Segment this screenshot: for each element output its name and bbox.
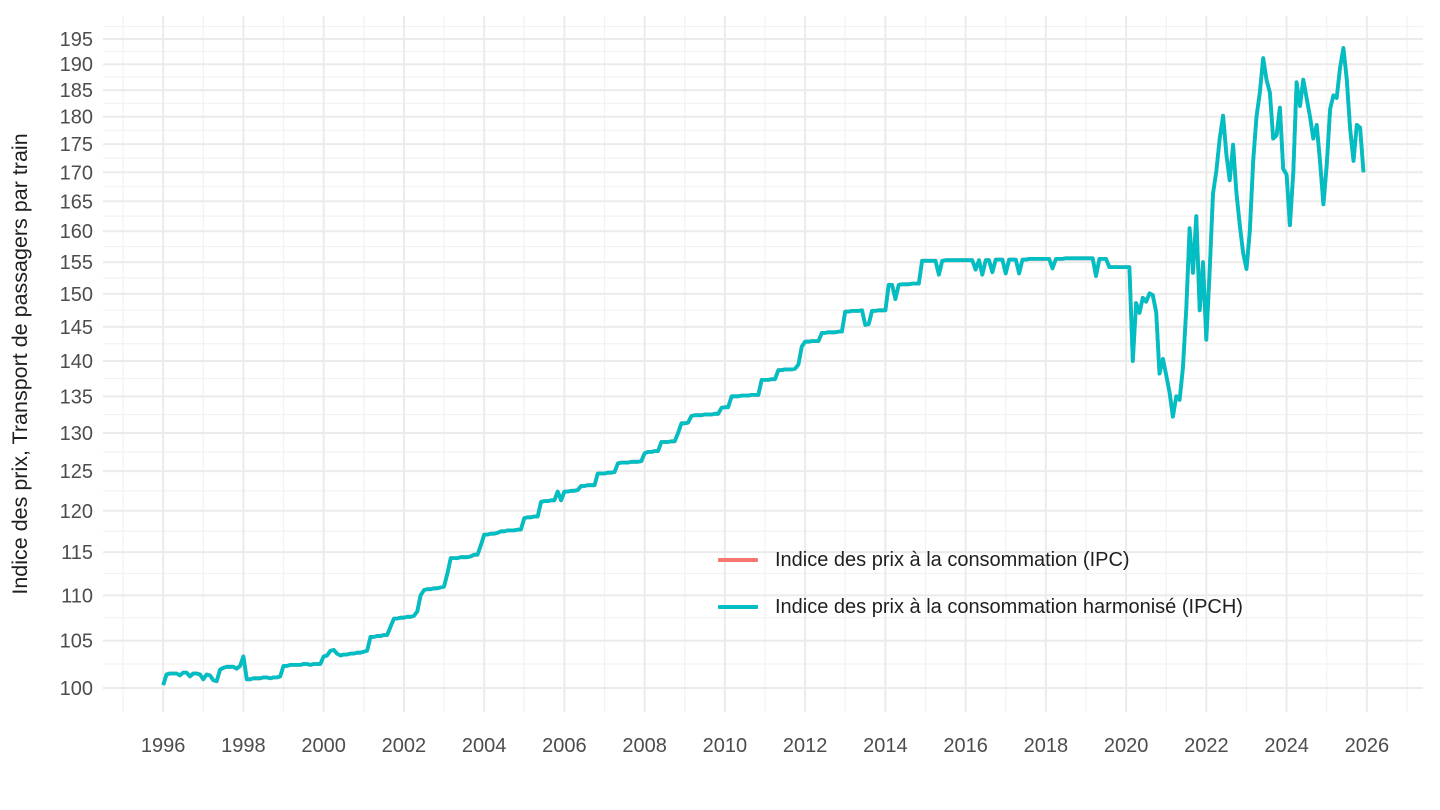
ipc-legend-key-line [718,558,758,562]
y-tick-label: 115 [61,542,93,564]
y-tick-label: 195 [60,29,93,51]
y-tick-label: 170 [60,162,93,184]
y-axis-title: Indice des prix, Transport de passagers … [8,133,32,594]
y-tick-label: 155 [60,252,93,274]
y-tick-label: 145 [60,317,93,339]
x-tick-labels: 1996 1998 2000 2002 2004 2006 2008 2010 2012 2014… [141,735,1389,757]
x-tick-label: 2006 [542,735,587,757]
y-tick-label: 110 [61,585,93,607]
ipch-line [161,46,1366,686]
y-tick-label: 105 [60,631,93,653]
x-tick-label: 2020 [1104,735,1149,757]
y-tick-label: 150 [60,284,93,306]
y-tick-label: 165 [60,191,93,213]
x-tick-label: 2004 [462,735,507,757]
x-tick-label: 2002 [382,735,427,757]
y-tick-label: 135 [60,386,93,408]
x-tick-label: 2008 [622,735,667,757]
y-tick-label: 175 [60,134,93,156]
y-tick-label: 160 [60,221,93,243]
x-tick-label: 2022 [1184,735,1229,757]
ipc-legend-label: Indice des prix à la consommation (IPC) [775,548,1130,571]
y-tick-label: 185 [60,80,93,102]
x-tick-label: 2012 [783,735,828,757]
y-tick-label: 130 [60,423,93,445]
x-tick-label: 2010 [703,735,748,757]
y-tick-label: 100 [60,678,93,700]
x-tick-label: 2024 [1264,735,1309,757]
legend-item-ipc: Indice des prix à la consommation (IPC) [718,546,1243,574]
x-tick-label: 2026 [1345,735,1390,757]
y-tick-label: 180 [60,107,93,129]
y-tick-label: 120 [60,501,93,523]
x-tick-label: 2014 [863,735,908,757]
legend-item-ipch: Indice des prix à la consommation harmon… [718,593,1243,621]
ipch-legend-key-line [718,605,758,609]
y-tick-label: 140 [60,351,93,373]
series-group [161,46,1366,686]
x-tick-label: 2000 [301,735,346,757]
y-tick-label: 190 [60,54,93,76]
ipch-legend-label: Indice des prix à la consommation harmon… [775,595,1243,618]
x-tick-label: 1998 [221,735,266,757]
grid-major-group [103,16,1423,712]
y-tick-label: 125 [60,461,93,483]
x-tick-label: 2016 [943,735,988,757]
chart-legend: Indice des prix à la consommation (IPC) … [718,546,1243,640]
y-tick-labels: 100 105 110 115 120 125 130 135 140 145 150 155 160 1… [60,29,93,700]
x-tick-label: 2018 [1024,735,1069,757]
x-tick-label: 1996 [141,735,186,757]
